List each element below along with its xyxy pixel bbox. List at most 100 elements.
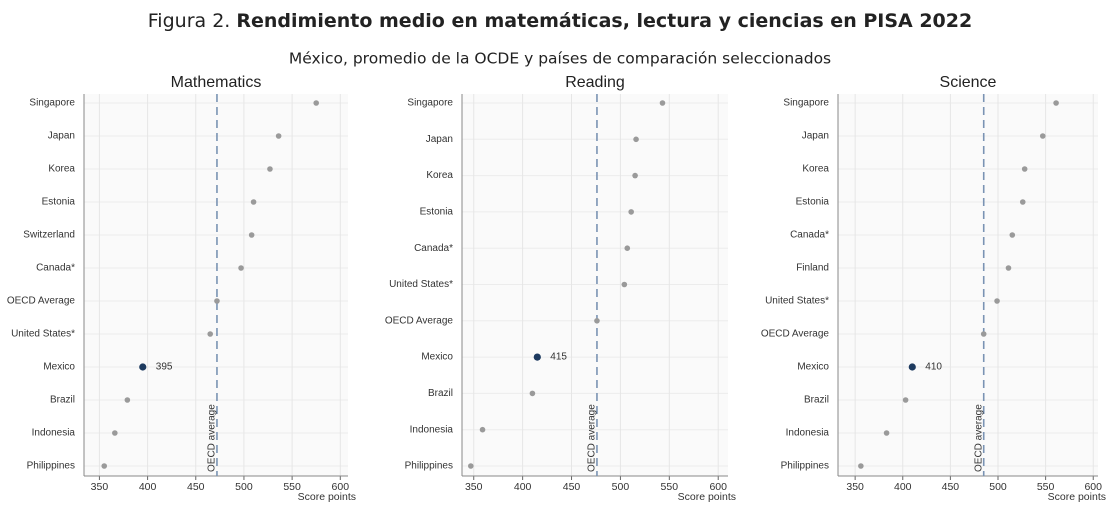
dot [624, 245, 631, 251]
dot [529, 390, 536, 397]
dot [533, 353, 541, 361]
x-tick-label: 400 [139, 481, 157, 493]
dot [313, 100, 320, 106]
x-tick-label: 550 [661, 481, 679, 493]
category-label: Indonesia [32, 428, 76, 439]
dot [1053, 100, 1059, 106]
dot [594, 318, 600, 324]
dot [621, 281, 628, 288]
x-tick-label: 350 [91, 481, 109, 493]
x-axis-label: Score points [1048, 491, 1106, 503]
dot [248, 232, 255, 238]
x-axis-label: Score points [298, 491, 356, 503]
dot [902, 397, 909, 403]
category-label: Korea [48, 164, 75, 175]
reference-label: OECD average [207, 404, 218, 472]
dot [628, 209, 634, 215]
category-label: Singapore [407, 98, 453, 109]
dot [238, 265, 244, 271]
dot [1021, 166, 1028, 172]
dot [275, 133, 282, 139]
x-tick-label: 400 [514, 481, 532, 493]
panel-title: Science [940, 74, 997, 91]
value-label: 410 [925, 362, 942, 373]
category-label: Mexico [797, 362, 829, 373]
dot [659, 100, 666, 106]
dot [250, 199, 257, 205]
dot [858, 463, 864, 469]
dot [112, 430, 118, 436]
x-tick-label: 500 [235, 481, 253, 493]
category-label: Switzerland [23, 230, 75, 241]
category-label: Finland [796, 263, 829, 274]
category-label: Japan [48, 131, 75, 142]
category-label: Philippines [781, 461, 829, 472]
dot [468, 463, 474, 469]
category-label: United States* [389, 279, 453, 290]
category-label: Canada* [414, 243, 453, 254]
category-label: OECD Average [385, 315, 454, 326]
category-label: Canada* [36, 263, 75, 274]
category-label: Singapore [783, 98, 829, 109]
category-label: Estonia [420, 207, 454, 218]
x-tick-label: 350 [465, 481, 483, 493]
dot [1019, 199, 1026, 205]
category-label: Brazil [50, 395, 75, 406]
dot [101, 463, 108, 469]
panel-title: Reading [565, 74, 625, 91]
x-axis-label: Score points [678, 491, 736, 503]
category-label: Philippines [27, 461, 75, 472]
x-tick-label: 550 [283, 481, 301, 493]
value-label: 415 [550, 352, 567, 363]
x-tick-label: 550 [1037, 481, 1055, 493]
reference-label: OECD average [973, 404, 984, 472]
category-label: OECD Average [7, 296, 76, 307]
dot [980, 331, 987, 337]
x-tick-label: 350 [846, 481, 864, 493]
category-label: Brazil [804, 395, 829, 406]
dot [124, 397, 131, 403]
category-label: Estonia [796, 197, 830, 208]
category-label: Japan [802, 131, 829, 142]
category-label: Indonesia [786, 428, 830, 439]
category-label: Brazil [428, 388, 453, 399]
category-label: Mexico [421, 352, 453, 363]
x-tick-label: 450 [563, 481, 581, 493]
plot-area [84, 94, 348, 476]
category-label: Indonesia [410, 424, 454, 435]
category-label: Japan [426, 134, 453, 145]
panel-title: Mathematics [171, 74, 262, 91]
x-tick-label: 450 [187, 481, 205, 493]
dot [1039, 133, 1046, 139]
dot [479, 426, 486, 433]
category-label: Mexico [43, 362, 75, 373]
category-label: Canada* [790, 230, 829, 241]
dot [267, 166, 273, 172]
x-tick-label: 600 [1084, 481, 1102, 493]
x-tick-label: 400 [894, 481, 912, 493]
dot [1005, 265, 1012, 271]
category-label: United States* [765, 296, 829, 307]
category-label: Singapore [29, 98, 75, 109]
dot [994, 298, 1000, 304]
dot [633, 136, 639, 143]
category-label: Philippines [405, 461, 453, 472]
reference-label: OECD average [587, 404, 598, 472]
dot [207, 331, 214, 337]
figure-subtitle: México, promedio de la OCDE y países de … [289, 50, 831, 68]
figure-heading: Figura 2. Rendimiento medio en matemátic… [148, 10, 972, 32]
dot [908, 363, 916, 371]
dot [139, 363, 147, 371]
x-tick-label: 450 [942, 481, 960, 493]
x-tick-label: 500 [612, 481, 630, 493]
category-label: Korea [426, 170, 453, 181]
category-label: OECD Average [761, 329, 830, 340]
figure-label: Figura 2. [148, 10, 231, 32]
x-tick-label: 500 [989, 481, 1007, 493]
figure-title: Rendimiento medio en matemáticas, lectur… [236, 10, 972, 32]
value-label: 395 [156, 362, 173, 373]
category-label: Estonia [42, 197, 76, 208]
dot [1009, 232, 1016, 238]
dot [214, 298, 220, 304]
